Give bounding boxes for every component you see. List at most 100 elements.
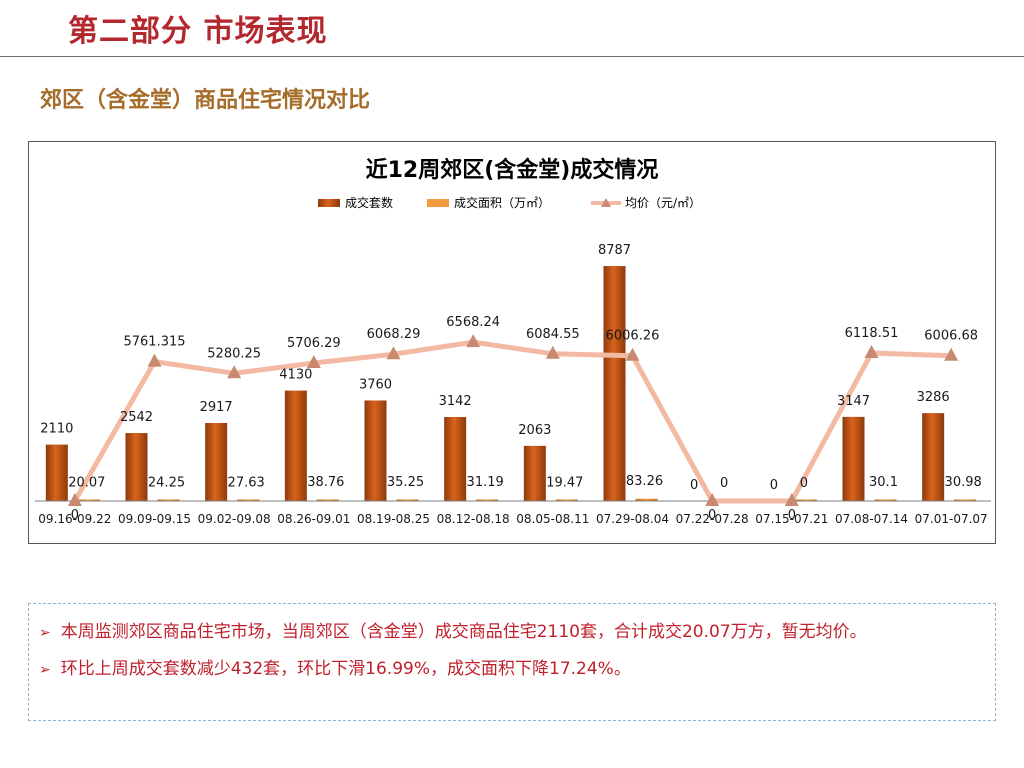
bar-area xyxy=(396,499,419,501)
bar-units xyxy=(45,444,68,501)
bar-area xyxy=(954,499,977,501)
data-label-units: 0 xyxy=(690,478,698,493)
data-label-area: 0 xyxy=(720,476,728,491)
data-label-area: 30.98 xyxy=(945,475,982,490)
bar-area xyxy=(77,499,100,501)
bar-units xyxy=(125,433,148,501)
data-label-price: 0 xyxy=(788,508,796,523)
data-label-price: 5761.315 xyxy=(123,335,185,350)
summary-box: ➢ 本周监测郊区商品住宅市场，当周郊区（含金堂）成交商品住宅2110套，合计成交2… xyxy=(28,603,996,721)
summary-text-2: 环比上周成交套数减少432套，环比下滑16.99%，成交面积下降17.24%。 xyxy=(60,659,631,679)
data-label-units: 4130 xyxy=(279,368,312,383)
bar-units xyxy=(603,266,626,501)
x-tick-label: 07.01-07.07 xyxy=(915,512,988,526)
x-tick-label: 08.19-08.25 xyxy=(357,512,430,526)
data-label-price: 0 xyxy=(708,508,716,523)
marker-price xyxy=(545,345,560,359)
data-label-units: 3147 xyxy=(837,394,870,409)
data-label-units: 0 xyxy=(770,478,778,493)
marker-price xyxy=(784,493,799,506)
marker-price xyxy=(67,493,82,506)
marker-price xyxy=(705,493,720,506)
x-tick-label: 09.02-09.08 xyxy=(198,512,271,526)
line-price xyxy=(72,339,952,504)
x-tick-label: 09.16-09.22 xyxy=(38,512,111,526)
x-tick-label: 08.12-08.18 xyxy=(437,512,510,526)
bar-area xyxy=(316,499,339,501)
chart-title: 近12周郊区(含金堂)成交情况 xyxy=(366,157,659,183)
data-label-units: 2917 xyxy=(200,400,233,415)
bar-area xyxy=(874,499,897,501)
bar-units xyxy=(444,416,467,501)
section-heading: 郊区（含金堂）商品住宅情况对比 xyxy=(40,88,371,113)
summary-text-1: 本周监测郊区商品住宅市场，当周郊区（含金堂）成交商品住宅2110套，合计成交20… xyxy=(60,622,867,642)
bar-area xyxy=(635,498,658,501)
x-tick-label: 08.26-09.01 xyxy=(277,512,350,526)
legend-swatch-units xyxy=(318,199,340,207)
data-label-area: 0 xyxy=(800,476,808,491)
x-tick-label: 07.29-08.04 xyxy=(596,512,669,526)
summary-item-1: ➢ 本周监测郊区商品住宅市场，当周郊区（含金堂）成交商品住宅2110套，合计成交2… xyxy=(39,614,983,651)
data-label-units: 2110 xyxy=(40,422,73,437)
bar-units xyxy=(205,423,228,501)
legend-label-units: 成交套数 xyxy=(345,195,393,210)
data-label-units: 3142 xyxy=(439,394,472,409)
data-label-price: 5280.25 xyxy=(207,346,261,361)
bar-area xyxy=(157,499,180,501)
x-tick-label: 07.08-07.14 xyxy=(835,512,908,526)
arrow-right-icon: ➢ xyxy=(39,662,51,678)
page-title: 第二部分 市场表现 xyxy=(68,14,328,49)
data-label-area: 38.76 xyxy=(307,475,344,490)
data-label-price: 6006.68 xyxy=(924,329,978,344)
marker-price xyxy=(386,346,401,360)
data-label-price: 6084.55 xyxy=(526,327,580,342)
data-label-area: 35.25 xyxy=(387,475,424,490)
bar-area xyxy=(794,499,817,501)
summary-item-2: ➢ 环比上周成交套数减少432套，环比下滑16.99%，成交面积下降17.24%。 xyxy=(39,651,983,688)
bar-area xyxy=(237,499,260,501)
arrow-right-icon: ➢ xyxy=(39,625,51,641)
data-label-area: 19.47 xyxy=(546,475,583,490)
legend-swatch-area xyxy=(427,199,449,207)
legend-label-area: 成交面积（万㎡） xyxy=(454,195,550,210)
data-label-area: 30.1 xyxy=(869,475,898,490)
marker-price xyxy=(944,347,959,361)
marker-price xyxy=(864,344,879,358)
legend-label-price: 均价（元/㎡） xyxy=(625,196,701,210)
marker-price xyxy=(306,354,321,368)
data-label-units: 8787 xyxy=(598,243,631,258)
data-label-units: 2063 xyxy=(518,423,551,438)
data-label-price: 6006.26 xyxy=(606,329,660,344)
bar-units xyxy=(284,390,307,501)
data-label-area: 27.63 xyxy=(228,475,265,490)
x-tick-label: 09.09-09.15 xyxy=(118,512,191,526)
data-label-price: 0 xyxy=(71,508,79,523)
data-label-price: 6118.51 xyxy=(845,326,899,341)
bar-area xyxy=(476,499,499,501)
bar-units xyxy=(523,445,546,501)
data-label-area: 31.19 xyxy=(467,475,504,490)
data-label-area: 83.26 xyxy=(626,474,663,489)
data-label-price: 5706.29 xyxy=(287,336,341,351)
marker-price xyxy=(147,353,162,367)
data-label-units: 2542 xyxy=(120,410,153,425)
data-label-price: 6068.29 xyxy=(367,327,421,342)
marker-price xyxy=(466,334,481,348)
data-label-price: 6568.24 xyxy=(446,315,500,330)
x-tick-label: 08.05-08.11 xyxy=(516,512,589,526)
bar-units xyxy=(922,413,945,501)
legend-marker-price xyxy=(601,198,611,207)
bar-units xyxy=(364,400,387,501)
bar-area xyxy=(555,499,578,501)
data-label-area: 24.25 xyxy=(148,475,185,490)
data-label-units: 3760 xyxy=(359,377,392,392)
title-divider xyxy=(0,56,1024,57)
marker-price xyxy=(625,347,640,361)
x-tick-label: 07.15-07.21 xyxy=(755,512,828,526)
chart-frame: 近12周郊区(含金堂)成交情况成交套数 成交面积（万㎡） 均价（元/㎡） 2110 20… xyxy=(28,141,996,544)
data-label-area: 20.07 xyxy=(68,475,105,490)
bar-units xyxy=(842,416,865,501)
data-label-units: 3286 xyxy=(917,390,950,405)
x-tick-label: 07.22-07.28 xyxy=(676,512,749,526)
